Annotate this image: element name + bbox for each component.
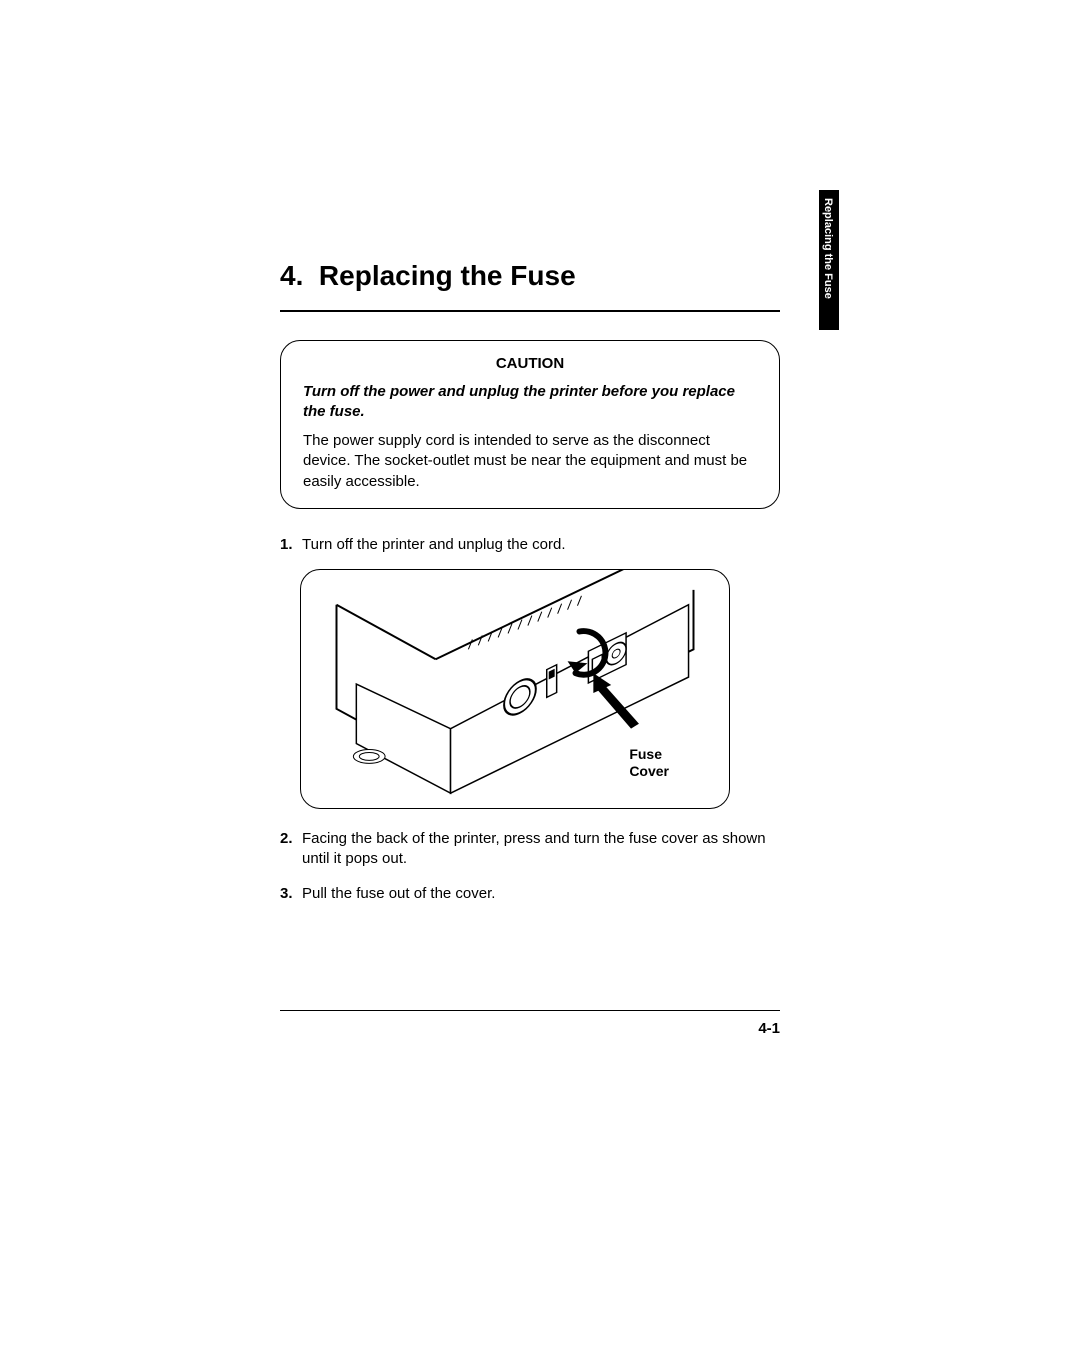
- page-content: 4. Replacing the Fuse CAUTION Turn off t…: [280, 260, 780, 918]
- step-text: Pull the fuse out of the cover.: [302, 884, 495, 904]
- title-rule: [280, 310, 780, 312]
- caution-box: CAUTION Turn off the power and unplug th…: [280, 340, 780, 509]
- step-2: 2. Facing the back of the printer, press…: [280, 829, 780, 870]
- caution-heading: CAUTION: [303, 355, 757, 372]
- step-3: 3. Pull the fuse out of the cover.: [280, 884, 780, 904]
- step-text: Turn off the printer and unplug the cord…: [302, 535, 566, 555]
- figure-label: Fuse Cover: [629, 746, 669, 780]
- caution-body-text: The power supply cord is intended to ser…: [303, 431, 757, 492]
- footer-rule: [280, 1010, 780, 1011]
- step-number: 3.: [280, 884, 302, 904]
- chapter-title-text: Replacing the Fuse: [319, 260, 576, 291]
- figure-label-line1: Fuse: [629, 746, 662, 762]
- figure-label-line2: Cover: [629, 763, 669, 779]
- side-tab-text: Replacing the Fuse: [822, 198, 834, 299]
- step-text: Facing the back of the printer, press an…: [302, 829, 780, 870]
- side-tab: Replacing the Fuse: [819, 190, 839, 330]
- caution-warning-text: Turn off the power and unplug the printe…: [303, 382, 757, 421]
- page-number: 4-1: [758, 1020, 780, 1037]
- figure-box: Fuse Cover: [300, 569, 730, 809]
- chapter-number: 4.: [280, 260, 303, 291]
- step-number: 1.: [280, 535, 302, 555]
- chapter-title: 4. Replacing the Fuse: [280, 260, 780, 292]
- step-number: 2.: [280, 829, 302, 870]
- step-1: 1. Turn off the printer and unplug the c…: [280, 535, 780, 555]
